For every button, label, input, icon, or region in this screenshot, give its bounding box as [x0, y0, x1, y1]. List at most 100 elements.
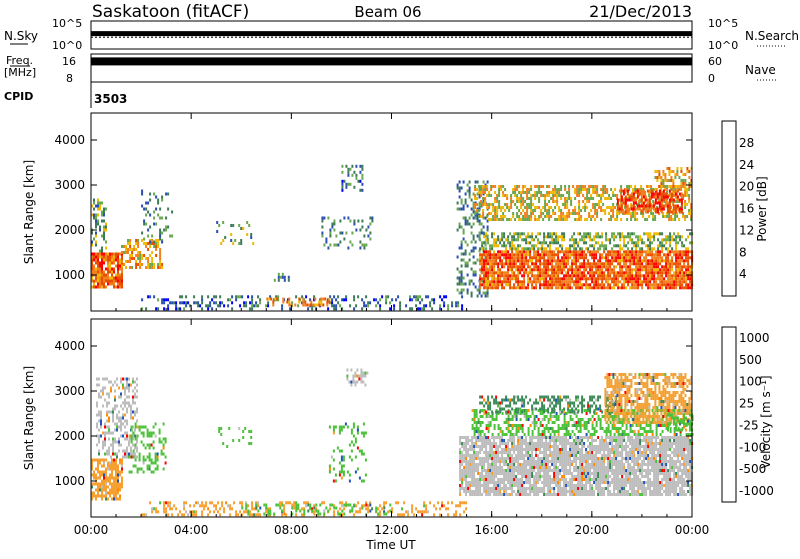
power-cell	[587, 283, 589, 286]
power-cell	[501, 274, 503, 277]
velocity-cell	[485, 454, 487, 457]
power-cell	[145, 202, 147, 205]
power-cell	[667, 256, 669, 259]
velocity-cell	[277, 504, 279, 507]
power-cell	[510, 206, 512, 209]
power-cell	[675, 280, 677, 283]
velocity-cell	[155, 456, 157, 459]
power-cell	[643, 193, 645, 196]
power-cell	[405, 304, 407, 307]
velocity-cell	[487, 475, 489, 478]
velocity-cell	[143, 426, 145, 429]
power-cell	[679, 211, 681, 214]
power-cell	[103, 232, 105, 235]
power-cell	[419, 301, 421, 304]
power-cell	[659, 274, 661, 277]
power-cell	[473, 274, 475, 277]
power-cell	[509, 232, 511, 235]
power-cell	[666, 179, 668, 182]
power-cell	[591, 238, 593, 241]
velocity-cell	[112, 441, 114, 444]
power-cell	[475, 241, 477, 244]
power-cell	[552, 212, 554, 215]
power-cell	[298, 301, 300, 304]
power-cell	[513, 271, 515, 274]
power-cell	[579, 262, 581, 265]
velocity-cell	[120, 423, 122, 426]
power-cell	[596, 212, 598, 215]
velocity-cell	[128, 444, 130, 447]
velocity-cell	[159, 438, 161, 441]
velocity-cell	[137, 435, 139, 438]
power-cell	[103, 214, 105, 217]
power-cell	[659, 253, 661, 256]
power-cell	[499, 253, 501, 256]
power-cell	[605, 286, 607, 289]
power-cell	[593, 256, 595, 259]
velocity-cell	[114, 438, 116, 441]
power-cell	[578, 194, 580, 197]
power-cell	[615, 250, 617, 253]
power-cell	[617, 202, 619, 205]
power-cell	[219, 295, 221, 298]
power-cell	[545, 286, 547, 289]
power-cell	[101, 247, 103, 250]
power-cell	[493, 280, 495, 283]
velocity-cell	[114, 399, 116, 402]
velocity-cell	[503, 439, 505, 442]
power-cell	[688, 170, 690, 173]
power-cell	[536, 206, 538, 209]
power-cell	[487, 181, 489, 184]
velocity-cell	[493, 436, 495, 439]
power-cell	[555, 232, 557, 235]
power-cell	[215, 295, 217, 298]
power-cell	[633, 244, 635, 247]
velocity-cell	[487, 487, 489, 490]
power-cell	[579, 265, 581, 268]
velocity-cell	[105, 474, 107, 477]
power-cell	[668, 218, 670, 221]
velocity-cell	[104, 432, 106, 435]
power-cell	[582, 185, 584, 188]
power-cell	[551, 268, 553, 271]
power-cell	[527, 265, 529, 268]
power-cell	[531, 286, 533, 289]
power-cell	[597, 280, 599, 283]
velocity-cell	[463, 448, 465, 451]
power-cell	[457, 202, 459, 205]
power-cell	[613, 286, 615, 289]
velocity-cell	[100, 435, 102, 438]
power-cell	[601, 241, 603, 244]
velocity-cell	[103, 462, 105, 465]
power-cell	[560, 212, 562, 215]
power-cell	[647, 232, 649, 235]
velocity-cell	[509, 439, 511, 442]
power-cell	[558, 191, 560, 194]
velocity-cell	[169, 501, 171, 504]
power-cell	[507, 250, 509, 253]
velocity-cell	[465, 481, 467, 484]
power-cell	[576, 212, 578, 215]
velocity-cell	[157, 468, 159, 471]
power-cell	[327, 217, 329, 220]
power-cell	[643, 259, 645, 262]
power-cell	[629, 199, 631, 202]
power-cell	[103, 211, 105, 214]
velocity-cell	[108, 402, 110, 405]
power-cell	[573, 232, 575, 235]
power-cell	[282, 301, 284, 304]
power-cell	[304, 301, 306, 304]
power-cell	[379, 307, 381, 310]
power-cell	[643, 241, 645, 244]
power-cell	[617, 253, 619, 256]
power-cell	[601, 256, 603, 259]
velocity-cell	[165, 507, 167, 510]
velocity-cell	[339, 462, 341, 465]
velocity-cell	[352, 378, 354, 381]
power-cell	[606, 191, 608, 194]
power-cell	[95, 220, 97, 223]
velocity-cell	[183, 501, 185, 504]
velocity-cell	[116, 426, 118, 429]
power-cell	[517, 268, 519, 271]
power-cell	[687, 247, 689, 250]
